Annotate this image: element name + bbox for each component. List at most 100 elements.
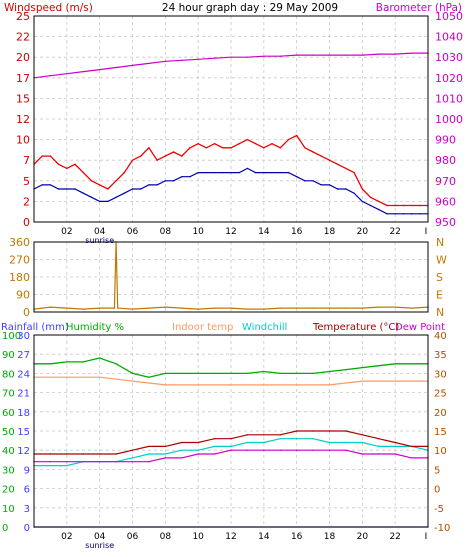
direction-line-point [99, 307, 101, 309]
windspeed-tick-label: 2 [23, 195, 30, 208]
gust-line-point [369, 196, 372, 198]
direction-line-point [148, 307, 150, 309]
dewpoint-line-point [230, 449, 232, 451]
temperature-line-point [361, 434, 363, 436]
temperature-line-point [279, 434, 281, 436]
barometer-axis-title: Barometer (hPa) [376, 2, 462, 14]
barometer-tick-label: 950 [435, 216, 456, 229]
plot-frame-2 [33, 241, 429, 313]
gust-line-point [246, 138, 249, 141]
average-wind-line-point [304, 180, 306, 182]
average-wind-line-point [361, 200, 363, 203]
windchill-line-point [49, 464, 52, 467]
humidity-tick-label: 90 [2, 350, 15, 361]
barometer-tick-label: 970 [435, 175, 456, 188]
windchill-line-point [345, 441, 347, 444]
barometer-line-point [410, 52, 413, 54]
barometer-line-point [378, 53, 380, 55]
humidity-line-point [410, 363, 413, 365]
average-wind-line-point [99, 200, 101, 203]
indoor-line-point [296, 384, 298, 386]
temperature-tick-label: -10 [434, 523, 450, 534]
temperature-tick-label: 35 [434, 350, 447, 361]
gust-line-point [279, 147, 281, 149]
x-tick-label: 12 [225, 532, 236, 542]
temperature-tick-label: 30 [434, 369, 447, 380]
x-tick-label: 08 [160, 532, 172, 542]
dewpoint-line-point [378, 453, 380, 455]
gust-line-point [328, 159, 331, 161]
gust-line-point [90, 180, 93, 182]
x-tick-label: 22 [389, 532, 400, 542]
indoor-line-point [328, 384, 331, 386]
average-wind-line-point [271, 171, 273, 174]
temperature-line-point [131, 449, 134, 451]
temperature-line-point [181, 441, 183, 444]
x-tick-label: I [425, 227, 428, 237]
average-wind-line-point [254, 171, 257, 174]
direction-line-point [361, 307, 363, 309]
compass-tick-label: W [436, 254, 447, 267]
average-wind-line-point [74, 188, 76, 190]
temperature-line-point [246, 434, 249, 436]
gust-line-point [107, 188, 109, 190]
humidity-axis-title: Humidity % [66, 322, 124, 333]
humidity-tick-label: 0 [2, 523, 8, 534]
rainfall-tick-label: 12 [17, 446, 30, 457]
x-tick-label: 22 [389, 227, 400, 237]
dewpoint-line-point [279, 449, 281, 451]
average-wind-line-point [279, 171, 281, 174]
direction-tick-label: 0 [23, 306, 30, 319]
x-tick-label: 10 [192, 227, 204, 237]
sunrise-label: sunrise [85, 541, 114, 550]
temperature-line-point [378, 438, 380, 440]
dewpoint-line-point [296, 449, 298, 451]
windspeed-tick-label: 12 [16, 113, 30, 126]
rainfall-tick-label: 30 [17, 331, 30, 342]
x-tick-label: 14 [258, 532, 270, 542]
rainfall-tick-label: 21 [17, 389, 30, 400]
temperature-line-point [394, 441, 396, 444]
windchill-line-point [378, 445, 380, 448]
gust-line-point [140, 155, 142, 157]
dewpoint-line-point [394, 453, 396, 455]
barometer-line-point [296, 54, 298, 56]
rainfall-tick-label: 3 [24, 504, 30, 515]
windchill-line-point [181, 449, 183, 451]
average-wind-line-point [328, 184, 331, 186]
direction-line-point [131, 308, 134, 310]
windchill-line-point [131, 457, 134, 459]
gust-line-point [271, 143, 273, 145]
humidity-tick-label: 10 [2, 504, 15, 515]
direction-tick-label: 360 [9, 236, 30, 249]
direction-line-point [279, 307, 281, 309]
indoor-line-point [131, 380, 134, 382]
humidity-line-point [361, 366, 363, 369]
average-wind-line-point [296, 176, 298, 178]
windchill-line-point [148, 453, 150, 455]
direction-line-point [213, 307, 216, 309]
humidity-tick-label: 60 [2, 408, 15, 419]
gust-line-point [115, 180, 117, 182]
windchill-line-point [312, 438, 314, 440]
temperature-tick-label: 10 [434, 446, 447, 457]
direction-line-point [394, 306, 396, 308]
direction-line [33, 241, 429, 310]
average-wind-line-point [394, 213, 396, 215]
dewpoint-line-point [66, 461, 68, 463]
gust-line-point [181, 155, 183, 157]
average-wind-line-point [402, 213, 405, 215]
humidity-tick-label: 50 [2, 427, 15, 438]
temperature-line-point [263, 434, 265, 436]
windchill-line-point [279, 438, 281, 440]
dewpoint-line-point [164, 457, 166, 459]
rainfall-tick-label: 9 [24, 465, 30, 476]
average-wind-line-point [115, 196, 117, 198]
barometer-tick-label: 980 [435, 154, 456, 167]
indoor-line-point [99, 376, 101, 378]
dewpoint-line-point [410, 457, 413, 459]
humidity-line-point [115, 363, 117, 365]
gust-line-point [312, 151, 314, 153]
dewpoint-line-point [345, 449, 347, 451]
barometer-tick-label: 1030 [435, 51, 463, 64]
